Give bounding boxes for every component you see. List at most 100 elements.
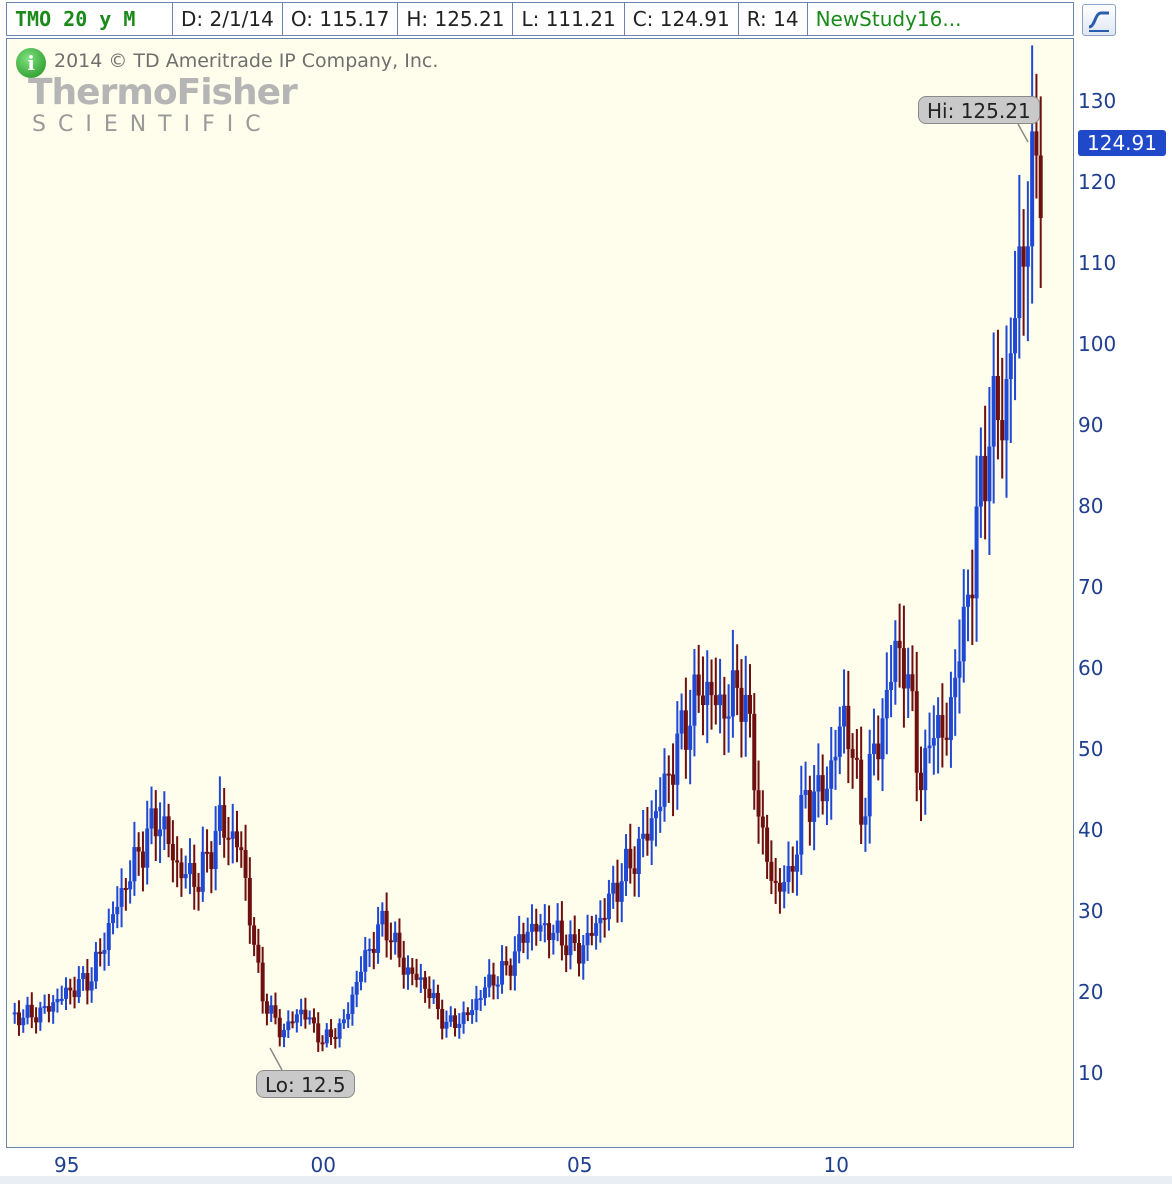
price-bar — [239, 847, 244, 851]
price-bar — [577, 943, 581, 964]
price-bar — [64, 987, 68, 999]
price-bar — [769, 861, 774, 881]
price-bar — [247, 877, 252, 926]
price-bar — [51, 1002, 56, 1012]
price-bar — [93, 951, 98, 982]
price-bar — [884, 690, 889, 719]
price-bar — [906, 674, 911, 689]
price-bar — [235, 831, 239, 848]
price-bar — [149, 808, 154, 829]
price-bar — [478, 998, 483, 1001]
chart-style-icon — [1088, 11, 1109, 32]
price-bar — [333, 1037, 338, 1040]
y-tick-label: 20 — [1078, 980, 1104, 1004]
symbol-field[interactable]: TMO 20 y M — [7, 3, 173, 35]
price-bar — [572, 934, 577, 944]
price-bar — [401, 957, 406, 975]
open-field: O: 115.17 — [283, 3, 399, 35]
x-tick-label: 05 — [567, 1153, 593, 1177]
price-bar — [25, 1004, 30, 1018]
chart-style-button[interactable] — [1082, 4, 1116, 36]
price-bar — [807, 790, 812, 822]
price-bar — [243, 850, 248, 878]
price-bar — [893, 640, 898, 682]
price-bar — [440, 1009, 445, 1029]
price-bar — [166, 816, 171, 844]
price-bar — [1021, 246, 1026, 267]
price-bar — [187, 863, 192, 875]
price-bar — [200, 851, 205, 892]
price-bar — [397, 932, 402, 958]
price-bar — [948, 697, 953, 740]
price-bar — [465, 1012, 470, 1016]
date-field: D: 2/1/14 — [173, 3, 283, 35]
y-tick-label: 50 — [1078, 737, 1104, 761]
price-bar — [427, 988, 432, 999]
price-bar — [521, 934, 526, 943]
price-bar — [209, 852, 214, 869]
price-bar — [346, 1013, 351, 1020]
close-field: C: 124.91 — [625, 3, 739, 35]
price-bar — [641, 833, 646, 839]
price-bar — [354, 981, 359, 995]
price-bar — [508, 965, 513, 976]
price-bar — [217, 805, 222, 831]
price-bar — [782, 882, 787, 892]
plot-area[interactable] — [6, 38, 1074, 1148]
price-bar — [726, 716, 731, 719]
price-bar — [132, 847, 137, 882]
price-bar — [700, 695, 705, 706]
price-bar — [158, 829, 163, 837]
price-bar — [1030, 131, 1035, 247]
price-bar — [453, 1015, 458, 1028]
study-field[interactable]: NewStudy16... — [815, 7, 962, 31]
price-bar — [722, 694, 727, 719]
price-bar — [773, 880, 778, 883]
price-bar — [931, 738, 936, 746]
price-bar — [709, 681, 714, 696]
copyright-text: 2014 © TD Ameritrade IP Company, Inc. — [54, 50, 439, 72]
price-bar — [705, 681, 710, 706]
price-bar — [688, 725, 693, 750]
price-bar — [551, 932, 556, 941]
price-bar — [111, 914, 116, 924]
price-bar — [431, 992, 436, 999]
price-bar — [995, 376, 1000, 421]
price-bar — [444, 1021, 449, 1029]
price-bar — [42, 1006, 47, 1009]
y-tick-label: 40 — [1078, 818, 1104, 842]
price-bar — [192, 863, 197, 887]
price-bar — [299, 1009, 304, 1015]
price-bar — [29, 1004, 34, 1018]
price-bar — [538, 925, 543, 932]
price-bar — [1004, 379, 1009, 441]
price-bar — [867, 754, 872, 817]
company-logo-text: ThermoFisher — [28, 72, 298, 113]
price-bar — [658, 806, 663, 812]
price-bar — [846, 705, 851, 750]
price-bar — [277, 1017, 282, 1038]
price-bar — [940, 715, 945, 738]
price-bar — [145, 828, 150, 868]
price-bar — [512, 951, 517, 976]
price-bar — [666, 773, 671, 776]
price-bar — [624, 848, 629, 882]
price-bar — [611, 882, 616, 894]
price-bar — [944, 737, 949, 740]
price-bar — [1013, 318, 1018, 354]
price-bar — [765, 827, 770, 862]
price-bar — [517, 934, 522, 952]
price-bar — [153, 808, 158, 837]
info-icon[interactable]: i — [16, 48, 46, 78]
company-logo-subtext: SCIENTIFIC — [32, 112, 273, 137]
price-bar — [55, 999, 60, 1003]
price-bar — [679, 710, 684, 734]
price-bar — [102, 949, 107, 954]
price-bar — [974, 506, 979, 599]
price-bar — [739, 687, 744, 722]
high-label-pointer — [1017, 123, 1029, 143]
price-bar — [196, 886, 201, 892]
price-bar — [341, 1019, 346, 1024]
price-bar — [329, 1029, 334, 1038]
price-bar — [756, 790, 761, 817]
